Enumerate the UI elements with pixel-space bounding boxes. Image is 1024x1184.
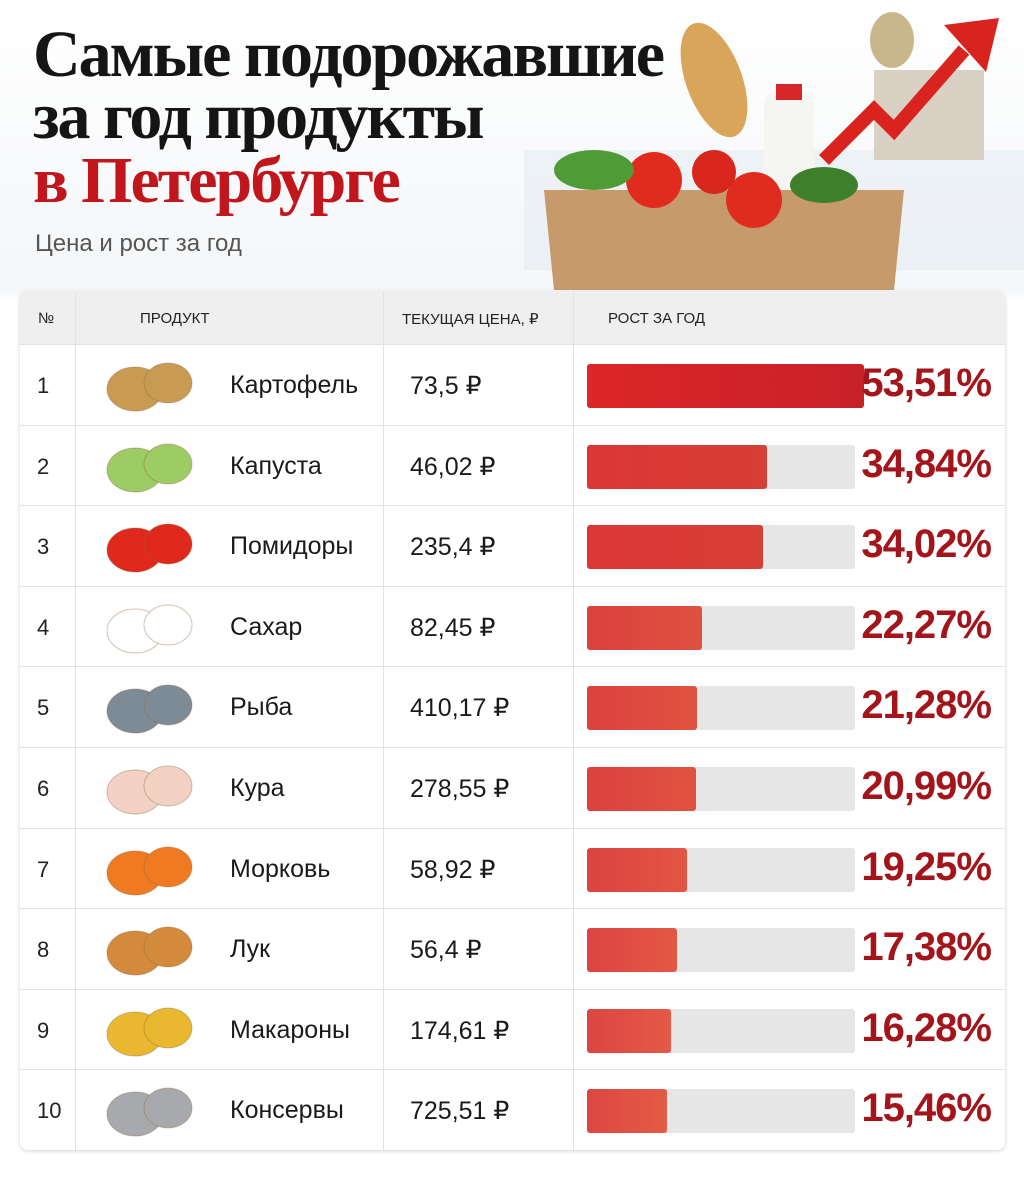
rank: 10 xyxy=(37,1098,62,1124)
growth-bar xyxy=(587,364,864,408)
table-header: № ПРОДУКТ ТЕКУЩАЯ ЦЕНА, ₽ РОСТ ЗА ГОД xyxy=(20,292,1005,344)
price: 56,4 ₽ xyxy=(410,936,482,965)
price: 58,92 ₽ xyxy=(410,855,496,884)
rank: 2 xyxy=(37,453,50,479)
growth-bar xyxy=(587,525,764,570)
growth-bar xyxy=(587,847,687,892)
table-row: 2 Капуста 46,02 ₽ 34,84% xyxy=(20,424,1005,507)
product-icon xyxy=(106,846,193,896)
product-icon xyxy=(106,604,193,654)
product-name: Макароны xyxy=(230,1015,350,1044)
rank: 5 xyxy=(37,695,50,721)
table-row: 6 Кура 278,55 ₽ 20,99% xyxy=(20,747,1005,829)
table: № ПРОДУКТ ТЕКУЩАЯ ЦЕНА, ₽ РОСТ ЗА ГОД 1 К… xyxy=(20,292,1005,1150)
price: 82,45 ₽ xyxy=(410,613,496,642)
growth-label: 19,25% xyxy=(861,844,992,889)
product-icon xyxy=(106,362,193,412)
growth-label: 34,02% xyxy=(861,522,992,567)
rank: 8 xyxy=(37,937,50,963)
column-divider xyxy=(75,292,76,1150)
product-name: Консервы xyxy=(230,1096,344,1125)
subtitle: Цена и рост за год xyxy=(35,230,242,257)
rank: 9 xyxy=(37,1017,50,1043)
product-icon xyxy=(106,926,193,976)
column-header: № xyxy=(38,310,55,327)
price: 73,5 ₽ xyxy=(410,372,482,400)
product-name: Рыба xyxy=(230,693,293,722)
product-icon xyxy=(106,684,193,734)
column-header: ТЕКУЩАЯ ЦЕНА, ₽ xyxy=(402,311,539,328)
growth-label: 16,28% xyxy=(861,1005,992,1050)
growth-bar xyxy=(587,767,696,811)
rank: 6 xyxy=(37,776,50,801)
column-divider xyxy=(573,292,574,1150)
price: 725,51 ₽ xyxy=(410,1097,510,1126)
product-icon xyxy=(106,1087,193,1137)
growth-bar xyxy=(587,686,698,731)
price: 174,61 ₽ xyxy=(410,1016,510,1045)
rank: 3 xyxy=(37,534,50,560)
product-name: Сахар xyxy=(230,612,303,641)
table-row: 8 Лук 56,4 ₽ 17,38% xyxy=(20,908,1005,990)
product-name: Капуста xyxy=(230,451,322,480)
rank: 4 xyxy=(37,614,50,640)
product-name: Помидоры xyxy=(230,532,354,561)
growth-label: 17,38% xyxy=(861,925,992,970)
table-row: 3 Помидоры 235,4 ₽ 34,02% xyxy=(20,505,1005,587)
growth-bar xyxy=(587,1008,672,1053)
product-icon xyxy=(106,1007,193,1057)
product-name: Кура xyxy=(230,774,285,802)
price: 410,17 ₽ xyxy=(410,694,510,723)
product-icon xyxy=(106,523,193,573)
product-icon xyxy=(106,765,193,815)
table-row: 10 Консервы 725,51 ₽ 15,46% xyxy=(20,1069,1005,1150)
growth-label: 20,99% xyxy=(861,764,992,808)
title-line: Самые подорожавшие xyxy=(33,18,665,91)
rank: 7 xyxy=(37,856,50,882)
table-row: 4 Сахар 82,45 ₽ 22,27% xyxy=(20,585,1005,668)
growth-label: 34,84% xyxy=(861,441,992,486)
growth-bar xyxy=(587,605,703,650)
growth-label: 22,27% xyxy=(861,602,992,647)
growth-bar xyxy=(587,444,768,489)
growth-bar xyxy=(587,1089,668,1134)
rank: 1 xyxy=(37,373,50,398)
title-line: в Петербурге xyxy=(33,144,401,217)
column-divider xyxy=(383,292,384,1150)
product-name: Картофель xyxy=(230,371,359,399)
product-icon xyxy=(106,443,193,493)
price: 46,02 ₽ xyxy=(410,452,496,481)
title-line: за год продукты xyxy=(33,80,485,153)
product-name: Лук xyxy=(230,935,271,964)
column-header: РОСТ ЗА ГОД xyxy=(608,310,706,327)
price: 278,55 ₽ xyxy=(410,775,510,803)
growth-label: 21,28% xyxy=(861,683,992,728)
table-row: 7 Морковь 58,92 ₽ 19,25% xyxy=(20,827,1005,910)
growth-bar xyxy=(587,928,677,973)
growth-label: 15,46% xyxy=(861,1086,992,1131)
column-header: ПРОДУКТ xyxy=(140,310,210,327)
header-illustration xyxy=(524,12,1024,290)
table-row: 9 Макароны 174,61 ₽ 16,28% xyxy=(20,988,1005,1071)
product-name: Морковь xyxy=(230,854,331,883)
growth-label: 53,51% xyxy=(861,361,992,405)
table-row: 5 Рыба 410,17 ₽ 21,28% xyxy=(20,666,1005,748)
table-row: 1 Картофель 73,5 ₽ 53,51% xyxy=(20,344,1005,426)
price: 235,4 ₽ xyxy=(410,533,496,562)
